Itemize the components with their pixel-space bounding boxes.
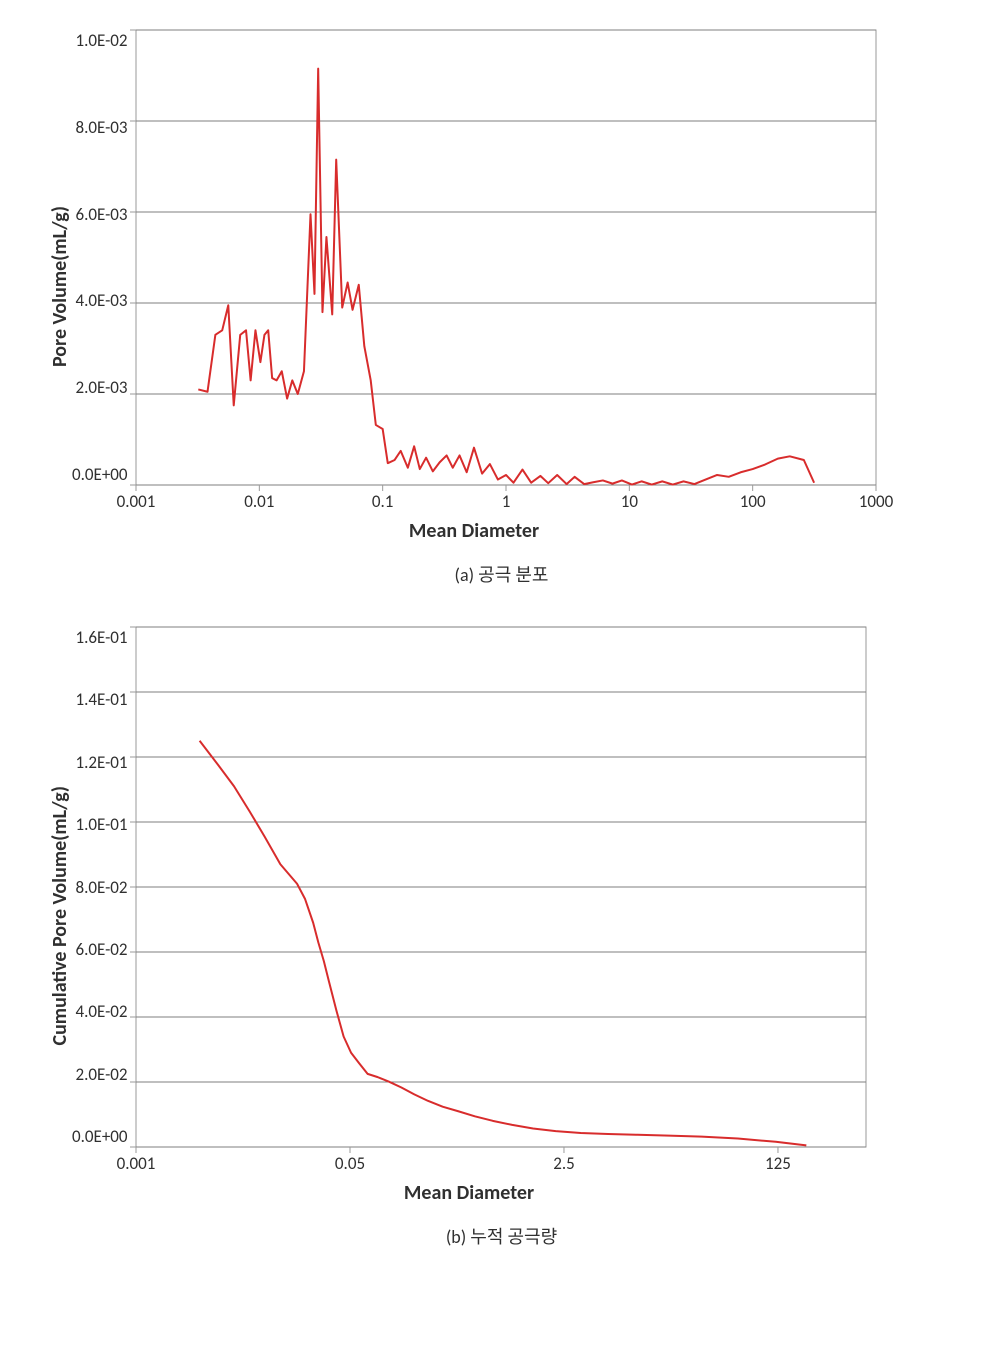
- y-tick-label: 4.0E-03: [75, 290, 127, 311]
- x-tick-label: 0.001: [117, 1153, 156, 1174]
- chart-b-svg: [136, 627, 866, 1147]
- y-tick-label: 0.0E+00: [72, 464, 128, 485]
- x-tick-label: 2.5: [553, 1153, 575, 1174]
- chart-b-yticks: 1.6E-01 1.4E-01 1.2E-01 1.0E-01 8.0E-02 6.0E-…: [72, 627, 136, 1147]
- y-tick-label: 2.0E-02: [75, 1064, 127, 1085]
- y-tick-label: 1.0E-01: [75, 814, 127, 835]
- y-tick-label: 1.2E-01: [75, 752, 127, 773]
- chart-a-plot-region: 1.0E-02 8.0E-03 6.0E-03 4.0E-03 2.0E-03 0.0E+…: [72, 30, 876, 543]
- y-tick-label: 6.0E-02: [75, 939, 127, 960]
- y-tick-label: 4.0E-02: [75, 1001, 127, 1022]
- x-tick-label: 1: [502, 491, 511, 512]
- chart-a-plot-wrap: 1.0E-02 8.0E-03 6.0E-03 4.0E-03 2.0E-03 0.0E+…: [72, 30, 876, 485]
- x-tick-label: 0.001: [117, 491, 156, 512]
- x-tick-label: 1000: [859, 491, 893, 512]
- chart-b-plot-region: 1.6E-01 1.4E-01 1.2E-01 1.0E-01 8.0E-02 6.0E-…: [72, 627, 866, 1205]
- x-tick-label: 100: [740, 491, 766, 512]
- chart-a-svg: [136, 30, 876, 485]
- chart-a-xticks: 0.0010.010.11101001000: [136, 485, 876, 507]
- chart-a: Pore Volume(mL/g) 1.0E-02 8.0E-03 6.0E-03 4…: [40, 30, 963, 597]
- y-tick-label: 6.0E-03: [75, 204, 127, 225]
- chart-a-caption: (a) 공극 분포: [40, 543, 963, 597]
- chart-b-xlabel: Mean Diameter: [72, 1169, 866, 1205]
- x-tick-label: 0.1: [372, 491, 394, 512]
- chart-b-ylabel: Cumulative Pore Volume(mL/g): [40, 786, 72, 1046]
- chart-b-caption: (b) 누적 공극량: [40, 1205, 963, 1259]
- chart-b-plot-wrap: 1.6E-01 1.4E-01 1.2E-01 1.0E-01 8.0E-02 6.0E-…: [72, 627, 866, 1147]
- y-tick-label: 8.0E-03: [75, 117, 127, 138]
- chart-b-xticks: 0.0010.052.5125: [136, 1147, 866, 1169]
- y-tick-label: 8.0E-02: [75, 877, 127, 898]
- y-tick-label: 1.0E-02: [75, 30, 127, 51]
- chart-a-xlabel: Mean Diameter: [72, 507, 876, 543]
- x-tick-label: 0.05: [335, 1153, 365, 1174]
- chart-a-ylabel: Pore Volume(mL/g): [40, 206, 72, 367]
- chart-b-area: Cumulative Pore Volume(mL/g) 1.6E-01 1.4E…: [40, 627, 963, 1205]
- x-tick-label: 125: [765, 1153, 791, 1174]
- y-tick-label: 0.0E+00: [72, 1126, 128, 1147]
- y-tick-label: 1.6E-01: [75, 627, 127, 648]
- y-tick-label: 1.4E-01: [75, 689, 127, 710]
- y-tick-label: 2.0E-03: [75, 377, 127, 398]
- chart-b: Cumulative Pore Volume(mL/g) 1.6E-01 1.4E…: [40, 627, 963, 1259]
- x-tick-label: 10: [621, 491, 638, 512]
- chart-a-yticks: 1.0E-02 8.0E-03 6.0E-03 4.0E-03 2.0E-03 0.0E+…: [72, 30, 136, 485]
- chart-a-area: Pore Volume(mL/g) 1.0E-02 8.0E-03 6.0E-03 4…: [40, 30, 963, 543]
- x-tick-label: 0.01: [244, 491, 274, 512]
